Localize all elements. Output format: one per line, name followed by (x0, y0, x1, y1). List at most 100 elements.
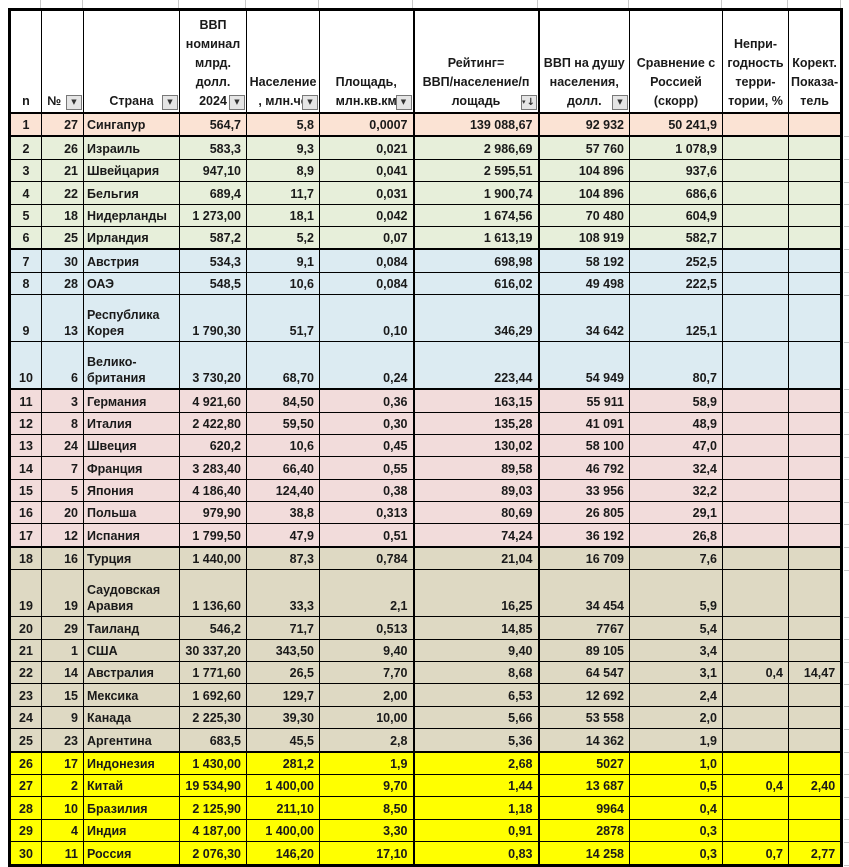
cell-pop[interactable]: 9,3 (246, 135, 320, 160)
cell-corr[interactable] (787, 225, 843, 250)
cell-num[interactable]: 13 (41, 294, 84, 343)
cell-corr[interactable] (787, 388, 843, 413)
cell-area[interactable]: 0,36 (319, 388, 414, 413)
cell-country[interactable]: Швеция (83, 433, 180, 458)
cell-pop[interactable]: 8,9 (246, 158, 320, 183)
cell-pop[interactable]: 5,2 (246, 225, 320, 250)
cell-corr[interactable] (787, 750, 843, 775)
cell-unfit[interactable] (722, 616, 789, 640)
cell-rating[interactable]: 1 613,19 (412, 225, 539, 250)
cell-n[interactable]: 18 (9, 545, 42, 571)
cell-n[interactable]: 12 (9, 411, 42, 435)
cell-cmp[interactable]: 604,9 (629, 203, 723, 227)
cell-gdp_pc[interactable]: 89 105 (537, 638, 630, 663)
cell-pop[interactable]: 9,1 (246, 248, 320, 273)
cell-corr[interactable] (787, 135, 843, 160)
cell-gdp[interactable]: 2 125,90 (179, 796, 247, 820)
cell-area[interactable]: 0,0007 (319, 111, 414, 137)
cell-gdp[interactable]: 1 692,60 (179, 683, 247, 707)
cell-rating[interactable]: 346,29 (412, 294, 539, 343)
cell-unfit[interactable] (722, 638, 789, 663)
cell-pop[interactable]: 343,50 (246, 638, 320, 663)
cell-country[interactable]: Япония (83, 478, 180, 503)
cell-cmp[interactable]: 2,4 (629, 683, 723, 707)
cell-num[interactable]: 7 (41, 456, 84, 480)
cell-country[interactable]: США (83, 638, 180, 663)
column-header-gdp_pc[interactable]: ВВП на душу населения, долл. ▼ (537, 9, 630, 114)
cell-unfit[interactable] (722, 478, 789, 503)
cell-num[interactable]: 24 (41, 433, 84, 458)
cell-gdp_pc[interactable]: 58 100 (537, 433, 630, 458)
cell-gdp[interactable]: 1 440,00 (179, 545, 247, 571)
cell-pop[interactable]: 5,8 (246, 111, 320, 137)
cell-gdp_pc[interactable]: 12 692 (537, 683, 630, 707)
cell-gdp[interactable]: 3 730,20 (179, 341, 247, 390)
cell-gdp[interactable]: 2 225,30 (179, 705, 247, 730)
filter-dropdown-button-gdp[interactable]: ▼ (229, 95, 245, 110)
cell-n[interactable]: 22 (9, 661, 42, 685)
cell-pop[interactable]: 18,1 (246, 203, 320, 227)
cell-n[interactable]: 29 (9, 818, 42, 843)
cell-country[interactable]: Мексика (83, 683, 180, 707)
filter-sort-button-rating[interactable]: ▾ ↓ (520, 95, 537, 110)
cell-pop[interactable]: 129,7 (246, 683, 320, 707)
cell-rating[interactable]: 130,02 (412, 433, 539, 458)
cell-cmp[interactable]: 686,6 (629, 181, 723, 205)
cell-rating[interactable]: 21,04 (412, 545, 539, 571)
cell-gdp[interactable]: 1 430,00 (179, 750, 247, 775)
cell-area[interactable]: 2,1 (319, 569, 414, 618)
cell-pop[interactable]: 71,7 (246, 616, 320, 640)
cell-country[interactable]: Саудовская Аравия (83, 569, 180, 618)
cell-gdp_pc[interactable]: 41 091 (537, 411, 630, 435)
cell-gdp[interactable]: 1 799,50 (179, 523, 247, 548)
cell-pop[interactable]: 10,6 (246, 271, 320, 296)
cell-rating[interactable]: 9,40 (412, 638, 539, 663)
cell-area[interactable]: 0,55 (319, 456, 414, 480)
cell-country[interactable]: Сингапур (83, 111, 180, 137)
cell-gdp_pc[interactable]: 34 454 (537, 569, 630, 618)
cell-rating[interactable]: 1 674,56 (412, 203, 539, 227)
cell-pop[interactable]: 66,40 (246, 456, 320, 480)
cell-n[interactable]: 2 (9, 135, 42, 160)
filter-dropdown-button-area[interactable]: ▼ (395, 95, 412, 110)
filter-dropdown-button-gdp_pc[interactable]: ▼ (612, 95, 628, 110)
cell-num[interactable]: 27 (41, 111, 84, 137)
cell-gdp_pc[interactable]: 58 192 (537, 248, 630, 273)
cell-gdp_pc[interactable]: 64 547 (537, 661, 630, 685)
cell-n[interactable]: 7 (9, 248, 42, 273)
cell-unfit[interactable] (722, 158, 789, 183)
cell-unfit[interactable] (722, 225, 789, 250)
cell-gdp_pc[interactable]: 34 642 (537, 294, 630, 343)
cell-n[interactable]: 25 (9, 728, 42, 753)
cell-gdp[interactable]: 2 076,30 (179, 841, 247, 866)
cell-n[interactable]: 23 (9, 683, 42, 707)
cell-rating[interactable]: 0,91 (412, 818, 539, 843)
cell-cmp[interactable]: 29,1 (629, 501, 723, 525)
cell-n[interactable]: 6 (9, 225, 42, 250)
cell-corr[interactable] (787, 111, 843, 137)
cell-num[interactable]: 1 (41, 638, 84, 663)
column-header-unfit[interactable]: Непри-годность терри-тории, % (722, 9, 789, 114)
cell-cmp[interactable]: 3,4 (629, 638, 723, 663)
cell-area[interactable]: 9,40 (319, 638, 414, 663)
cell-country[interactable]: Таиланд (83, 616, 180, 640)
cell-num[interactable]: 19 (41, 569, 84, 618)
cell-corr[interactable] (787, 181, 843, 205)
cell-area[interactable]: 0,042 (319, 203, 414, 227)
cell-unfit[interactable] (722, 683, 789, 707)
cell-gdp_pc[interactable]: 5027 (537, 750, 630, 775)
cell-num[interactable]: 10 (41, 796, 84, 820)
cell-n[interactable]: 10 (9, 341, 42, 390)
column-header-num[interactable]: № ▼ (41, 9, 84, 114)
cell-pop[interactable]: 51,7 (246, 294, 320, 343)
cell-unfit[interactable] (722, 705, 789, 730)
cell-gdp_pc[interactable]: 2878 (537, 818, 630, 843)
cell-pop[interactable]: 211,10 (246, 796, 320, 820)
cell-gdp[interactable]: 546,2 (179, 616, 247, 640)
cell-unfit[interactable] (722, 248, 789, 273)
column-header-area[interactable]: Площадь, млн.кв.км ▼ (319, 9, 414, 114)
cell-gdp[interactable]: 30 337,20 (179, 638, 247, 663)
cell-gdp_pc[interactable]: 57 760 (537, 135, 630, 160)
cell-pop[interactable]: 281,2 (246, 750, 320, 775)
cell-pop[interactable]: 45,5 (246, 728, 320, 753)
